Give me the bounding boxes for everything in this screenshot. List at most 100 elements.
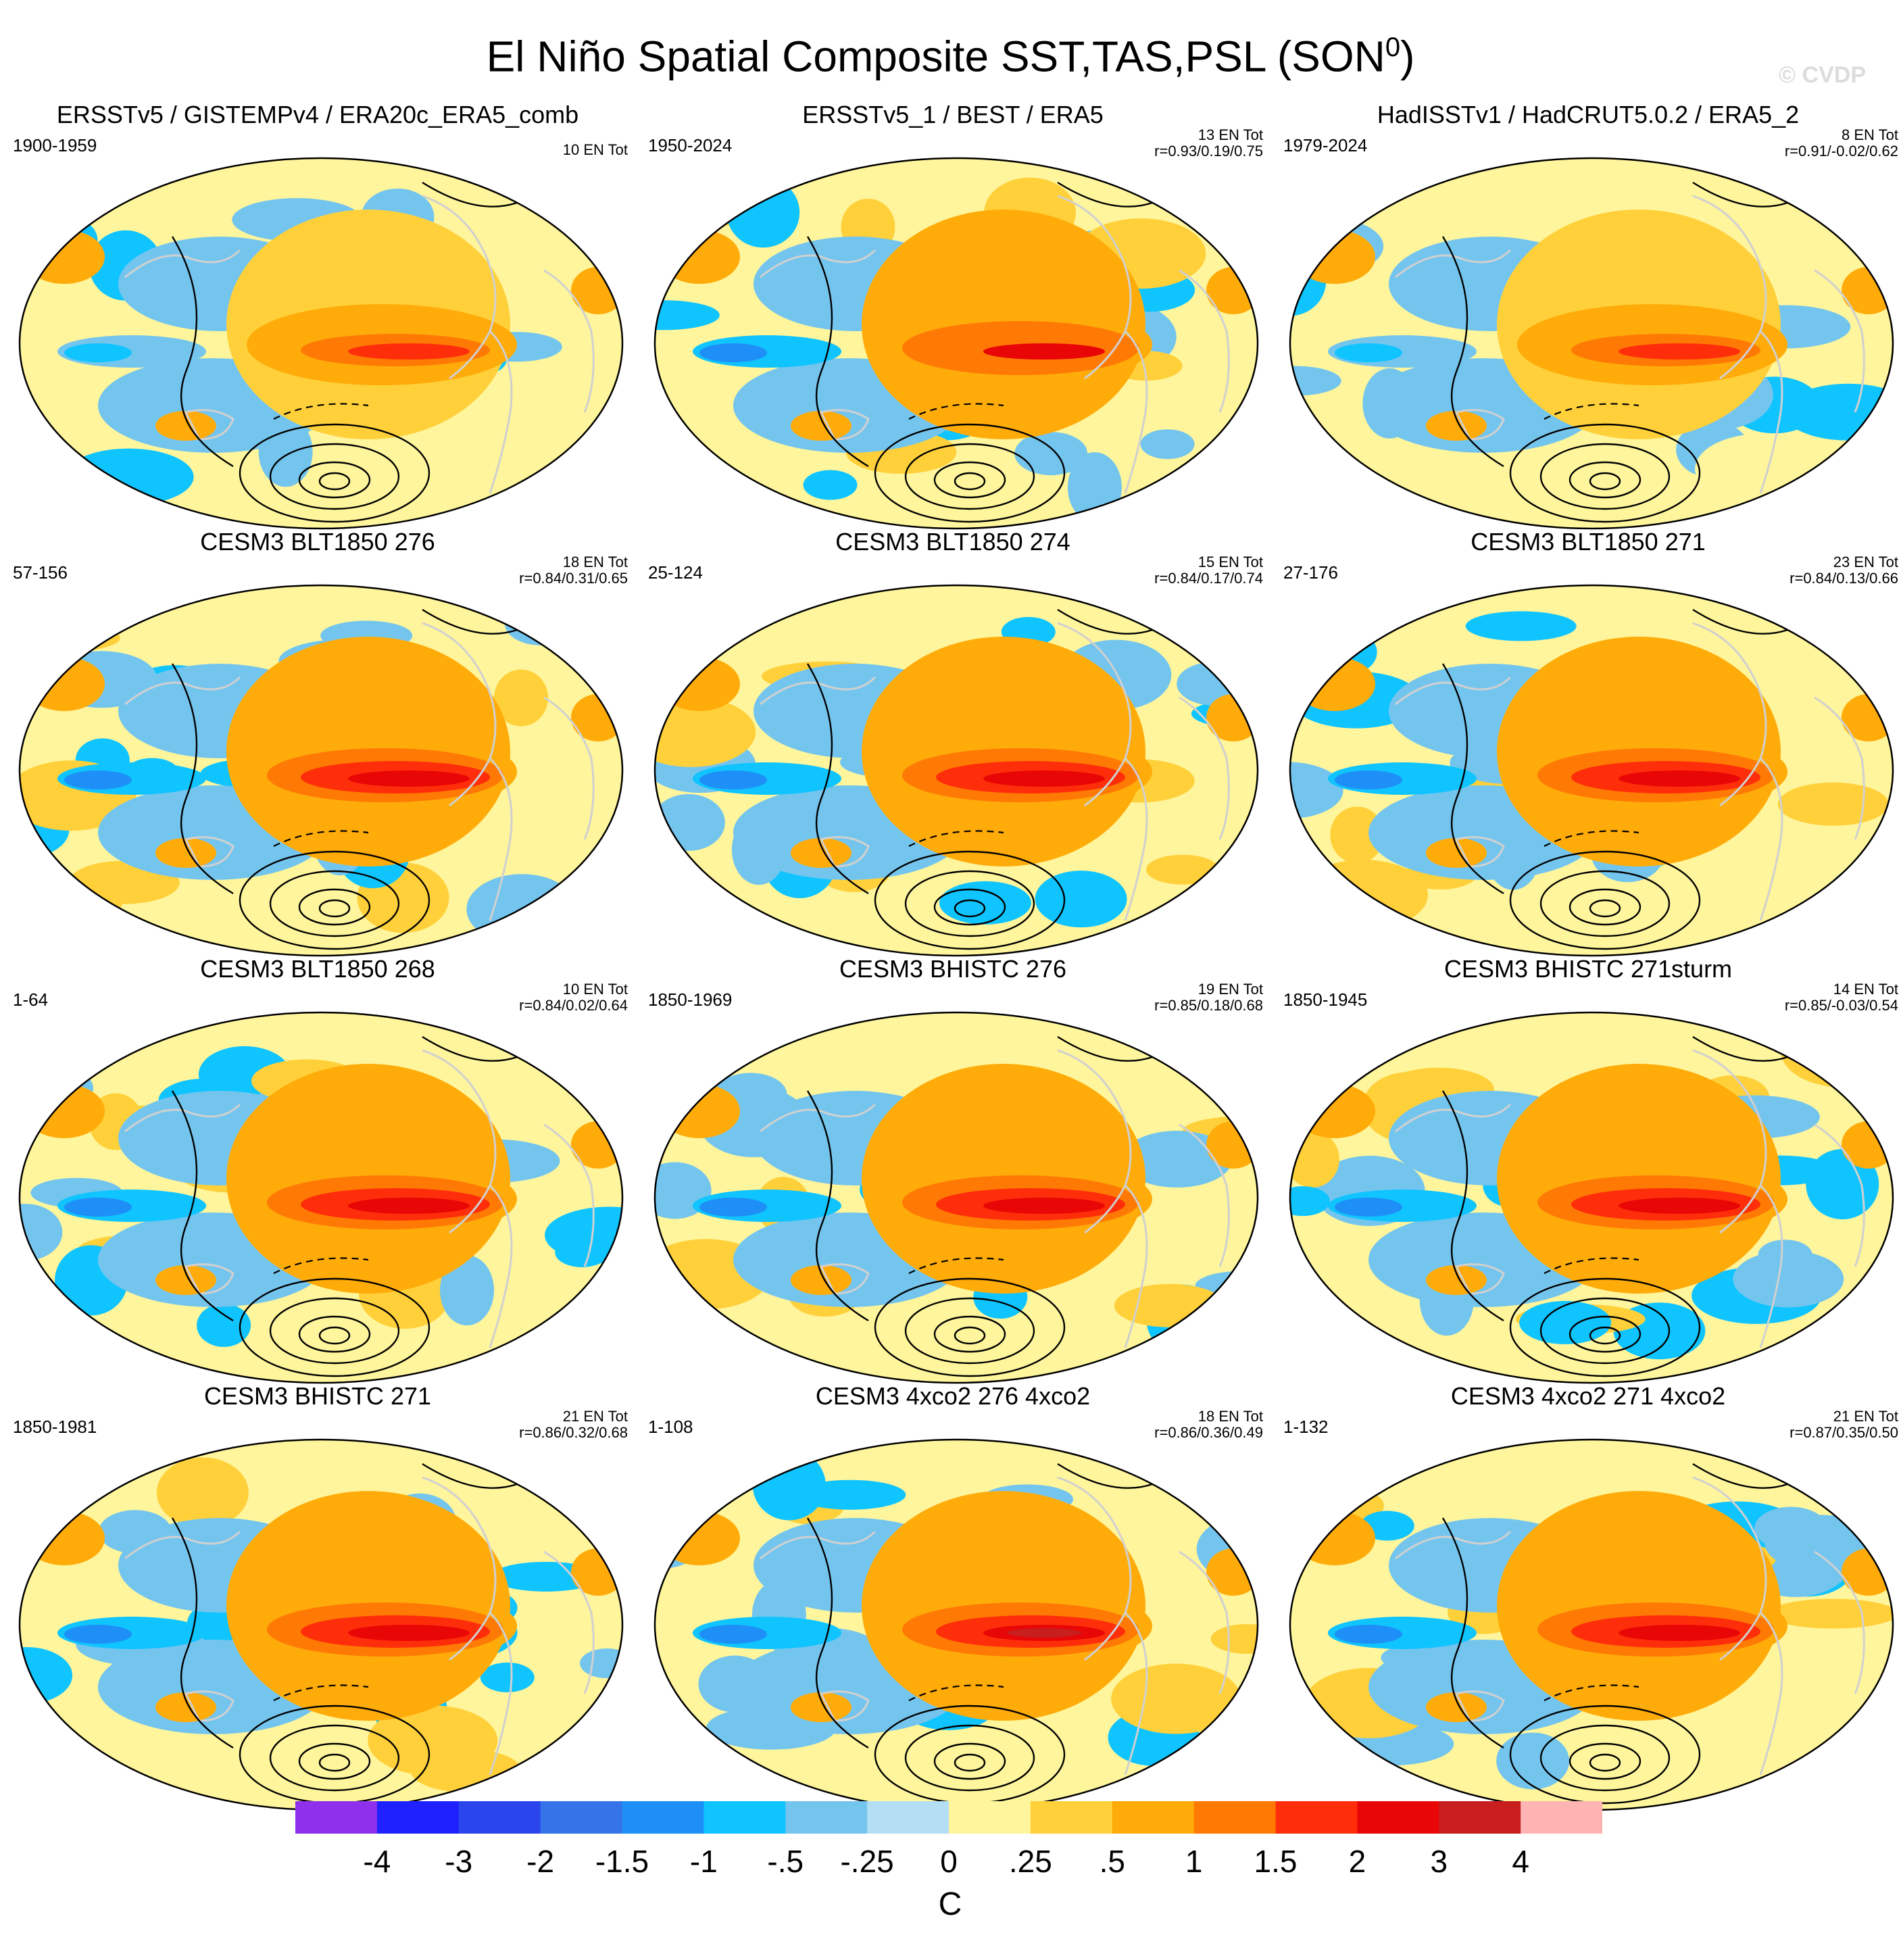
anomaly-region [504,602,578,645]
anomaly-region [20,1204,63,1261]
coastline [422,622,497,807]
colorbar-tick-label: -1 [689,1844,718,1879]
panel-title: CESM3 BLT1850 268 [200,955,435,983]
panel-stats: 21 EN Tot r=0.86/0.32/0.68 [519,1408,628,1441]
coastline [1179,1550,1230,1694]
anomaly-region [1111,1663,1241,1734]
anomaly-region [1619,770,1740,787]
colorbar-tick-label: -3 [445,1844,473,1879]
panel-stats: 18 EN Tot r=0.84/0.31/0.65 [519,554,628,587]
colorbar [295,1801,1602,1834]
psl-contour [269,1724,400,1792]
anomaly-region [555,1237,610,1267]
colorbar-swatch-0 [295,1801,378,1834]
anomaly-region [64,343,132,362]
coastline [819,409,870,441]
coastline [184,1690,234,1722]
chart-title-superscript: 0 [1385,32,1401,62]
anomaly-region [1837,1738,1892,1796]
panel-years: 57-156 [13,562,68,583]
anomaly-region [655,1744,741,1788]
map-plot [18,157,624,530]
psl-contour [318,899,351,918]
psl-contour [904,443,1035,510]
anomaly-region [791,1265,851,1295]
colorbar-tick-label: -1.5 [595,1844,649,1879]
anomaly-region [1695,434,1825,505]
anomaly-region [1114,1283,1225,1327]
coastline [1692,622,1767,807]
psl-contour-negative [908,403,1004,420]
coastline [124,249,241,278]
psl-contour [1589,899,1621,918]
map-plot [653,157,1259,530]
coastline [543,1123,595,1267]
coastline [543,696,595,840]
colorbar-tick-label: 0 [940,1844,958,1879]
coastline [422,195,497,380]
psl-contour [874,1277,1066,1377]
anomaly-region [726,177,800,248]
anomaly-region [791,838,851,868]
psl-contour [171,1517,234,1749]
coastline [1454,409,1505,441]
colorbar-swatch-5 [703,1801,786,1834]
psl-contour [933,1315,1006,1353]
panel-stats: 19 EN Tot r=0.85/0.18/0.68 [1154,981,1263,1014]
colorbar-unit: C [938,1886,962,1922]
psl-contour [1569,888,1641,926]
coastline [760,1530,877,1560]
colorbar-tick-label: 4 [1512,1844,1529,1879]
coastline [184,1263,234,1295]
panel-title: ERSSTv5 / GISTEMPv4 / ERA20c_ERA5_comb [56,101,579,128]
psl-contour [1441,663,1504,895]
psl-contour [954,472,986,491]
psl-contour [1539,443,1671,510]
psl-contour-negative [273,1684,369,1701]
panel-years: 1850-1969 [648,989,733,1010]
panel-event-count: 14 EN Tot [1833,981,1898,998]
map-frame [653,584,1259,957]
coastline [184,409,234,441]
coastline [819,836,870,868]
coastline [543,1550,595,1694]
anomaly-region [655,793,725,851]
panel-years: 1-64 [13,989,49,1010]
psl-contour-negative [1544,830,1639,847]
anomaly-region [64,770,132,789]
anomaly-region [1335,770,1402,789]
psl-contour-negative [273,830,369,847]
panel-stats: 14 EN Tot r=0.85/-0.03/0.54 [1785,981,1898,1014]
psl-contour [298,461,371,499]
colorbar-swatch-4 [622,1801,704,1834]
colorbar-swatch-13 [1357,1801,1439,1834]
anomaly-region [659,230,740,284]
anomaly-region [348,1198,470,1214]
anomaly-region [155,411,216,441]
panel-event-count: 18 EN Tot [1198,1408,1263,1425]
psl-contour-negative [273,1257,369,1274]
coastline [1057,1476,1132,1661]
anomaly-region [1290,608,1338,679]
anomaly-region [1290,1131,1339,1188]
coastline [1057,1049,1132,1234]
anomaly-region [24,1511,105,1565]
anomaly-region [1426,1265,1487,1295]
coastline [1124,330,1148,494]
coastline [1179,269,1230,413]
panel-title: CESM3 4xco2 271 4xco2 [1450,1382,1726,1410]
anomaly-region [544,382,618,412]
colorbar-tick-label: 1.5 [1254,1844,1298,1879]
psl-contour [171,236,234,468]
coastline [124,676,241,706]
coastline [1454,1263,1505,1295]
anomaly-region [1777,782,1889,826]
anomaly-region [1519,1300,1612,1344]
anomaly-region [699,1198,767,1217]
panel-correlation: r=0.84/0.13/0.66 [1789,570,1898,587]
anomaly-region [64,1625,132,1644]
coastline [1057,622,1132,807]
psl-contour-negative [1544,1684,1639,1701]
panel-years: 1900-1959 [13,135,97,155]
anomaly-region [1223,1285,1258,1356]
